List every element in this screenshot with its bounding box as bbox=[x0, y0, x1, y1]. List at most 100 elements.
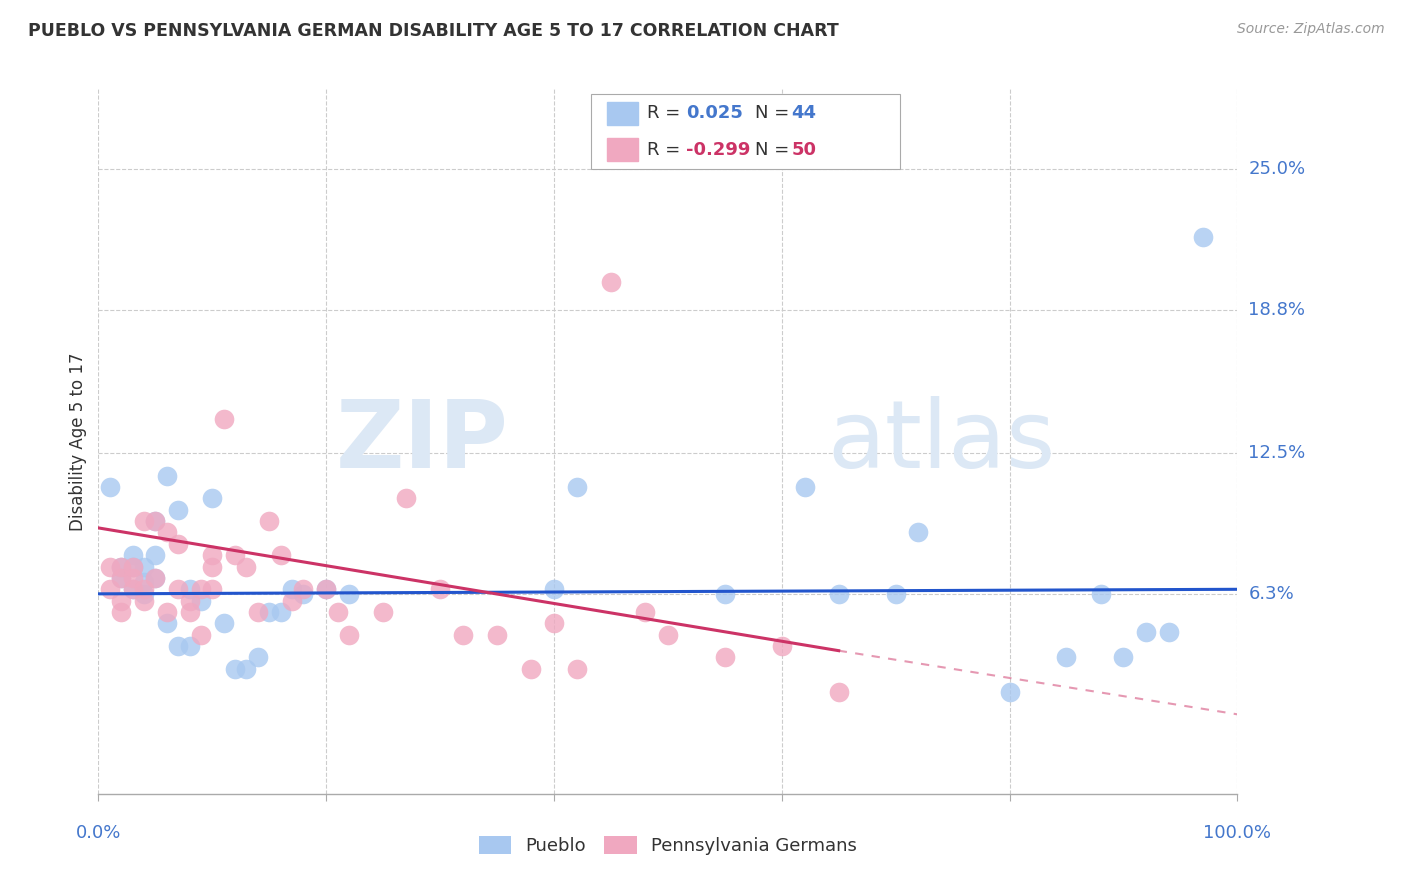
Point bbox=[292, 582, 315, 597]
Point bbox=[714, 650, 737, 665]
Point bbox=[828, 587, 851, 601]
Point bbox=[132, 582, 155, 597]
Point bbox=[167, 502, 190, 516]
Point bbox=[110, 559, 132, 574]
Point bbox=[235, 559, 257, 574]
Text: 50: 50 bbox=[792, 141, 817, 159]
Point bbox=[246, 605, 269, 619]
Point bbox=[190, 628, 212, 642]
Point bbox=[212, 412, 235, 426]
Point bbox=[110, 571, 132, 585]
Text: 0.025: 0.025 bbox=[686, 104, 742, 122]
Point bbox=[167, 582, 190, 597]
Text: R =: R = bbox=[647, 141, 686, 159]
Text: 6.3%: 6.3% bbox=[1249, 585, 1294, 603]
Point bbox=[600, 276, 623, 290]
Point bbox=[884, 587, 907, 601]
Point bbox=[179, 582, 201, 597]
Point bbox=[259, 605, 281, 619]
Point bbox=[167, 639, 190, 653]
Point bbox=[145, 548, 167, 562]
Point bbox=[543, 582, 565, 597]
Point bbox=[565, 662, 588, 676]
Point bbox=[793, 480, 815, 494]
Point bbox=[486, 628, 509, 642]
Text: N =: N = bbox=[755, 104, 794, 122]
Point bbox=[110, 559, 132, 574]
Point bbox=[145, 571, 167, 585]
Point bbox=[132, 593, 155, 607]
Point bbox=[1090, 587, 1112, 601]
Point bbox=[1135, 625, 1157, 640]
Point bbox=[98, 559, 121, 574]
Point bbox=[1192, 230, 1215, 244]
Point bbox=[1112, 650, 1135, 665]
Point bbox=[121, 571, 143, 585]
Point bbox=[167, 537, 190, 551]
Point bbox=[121, 582, 143, 597]
Point bbox=[110, 605, 132, 619]
Text: 0.0%: 0.0% bbox=[76, 824, 121, 842]
Point bbox=[451, 628, 474, 642]
Point bbox=[543, 616, 565, 631]
Point bbox=[98, 582, 121, 597]
Point bbox=[121, 582, 143, 597]
Point bbox=[224, 662, 246, 676]
Text: 25.0%: 25.0% bbox=[1249, 160, 1306, 178]
Text: Source: ZipAtlas.com: Source: ZipAtlas.com bbox=[1237, 22, 1385, 37]
Point bbox=[337, 587, 360, 601]
Point bbox=[110, 571, 132, 585]
Point bbox=[520, 662, 543, 676]
Point bbox=[281, 582, 304, 597]
Point bbox=[201, 559, 224, 574]
Legend: Pueblo, Pennsylvania Germans: Pueblo, Pennsylvania Germans bbox=[471, 829, 865, 863]
Point bbox=[121, 559, 143, 574]
Point bbox=[145, 514, 167, 528]
Text: ZIP: ZIP bbox=[336, 395, 509, 488]
Point bbox=[770, 639, 793, 653]
Point bbox=[179, 593, 201, 607]
Point bbox=[212, 616, 235, 631]
Point bbox=[259, 514, 281, 528]
Point bbox=[190, 582, 212, 597]
Point bbox=[907, 525, 929, 540]
Y-axis label: Disability Age 5 to 17: Disability Age 5 to 17 bbox=[69, 352, 87, 531]
Point bbox=[246, 650, 269, 665]
Point bbox=[110, 593, 132, 607]
Point bbox=[132, 587, 155, 601]
Point bbox=[156, 525, 179, 540]
Point bbox=[201, 491, 224, 506]
Point bbox=[121, 559, 143, 574]
Point bbox=[326, 605, 349, 619]
Point bbox=[156, 605, 179, 619]
Text: -0.299: -0.299 bbox=[686, 141, 751, 159]
Point bbox=[337, 628, 360, 642]
Point bbox=[1054, 650, 1078, 665]
Point bbox=[235, 662, 257, 676]
Text: 44: 44 bbox=[792, 104, 817, 122]
Text: R =: R = bbox=[647, 104, 686, 122]
Point bbox=[179, 605, 201, 619]
Point bbox=[201, 548, 224, 562]
Point bbox=[145, 571, 167, 585]
Point bbox=[371, 605, 394, 619]
Point bbox=[270, 548, 292, 562]
Point bbox=[828, 684, 851, 698]
Point bbox=[292, 587, 315, 601]
Point bbox=[315, 582, 337, 597]
Point bbox=[565, 480, 588, 494]
Point bbox=[657, 628, 679, 642]
Point bbox=[395, 491, 418, 506]
Point bbox=[998, 684, 1021, 698]
Point bbox=[98, 480, 121, 494]
Point bbox=[714, 587, 737, 601]
Text: N =: N = bbox=[755, 141, 794, 159]
Text: 12.5%: 12.5% bbox=[1249, 444, 1306, 462]
Point bbox=[190, 593, 212, 607]
Text: 18.8%: 18.8% bbox=[1249, 301, 1305, 318]
Text: atlas: atlas bbox=[827, 395, 1056, 488]
Point bbox=[132, 514, 155, 528]
Point bbox=[1157, 625, 1180, 640]
Point bbox=[270, 605, 292, 619]
Point bbox=[179, 639, 201, 653]
